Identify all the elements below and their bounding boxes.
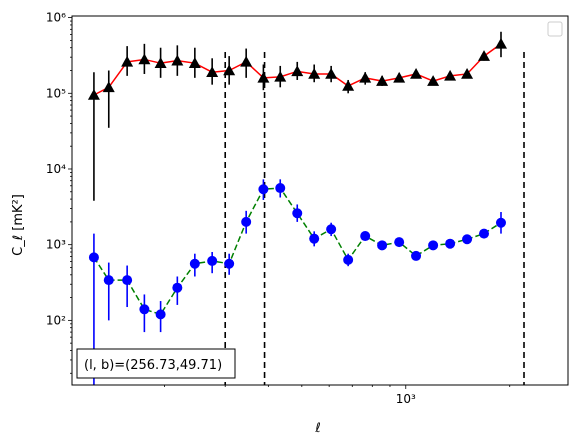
data-point	[241, 216, 252, 227]
data-point	[376, 75, 389, 86]
data-point	[326, 224, 337, 235]
data-point	[478, 50, 491, 61]
data-point	[325, 67, 338, 79]
data-point	[274, 70, 287, 82]
data-point	[309, 233, 320, 244]
vertical-reference-lines	[224, 52, 525, 385]
data-point	[257, 71, 270, 83]
plot-frame	[71, 15, 569, 386]
data-point	[360, 231, 371, 242]
y-tick-label: 10³	[46, 238, 66, 252]
data-point	[428, 240, 439, 251]
data-point	[258, 184, 269, 195]
data-point	[411, 250, 422, 261]
data-point	[207, 255, 218, 266]
data-point	[445, 238, 456, 249]
series-0	[87, 31, 507, 201]
y-tick-label: 10⁴	[46, 162, 66, 176]
data-point	[172, 282, 183, 293]
data-point	[188, 57, 201, 68]
data-point	[103, 275, 114, 286]
x-axis-label: ℓ	[314, 421, 320, 436]
series-1	[88, 179, 506, 385]
data-point	[223, 64, 236, 76]
y-tick-label: 10⁵	[46, 86, 66, 100]
data-point	[88, 252, 99, 263]
annotation-box: (l, b)=(256.73,49.71)	[76, 348, 236, 379]
data-point	[444, 69, 457, 81]
data-point	[189, 258, 200, 269]
y-tick-label: 10⁶	[46, 11, 66, 25]
plot-background	[72, 16, 568, 385]
x-axis-ticks: 10³	[164, 385, 511, 406]
y-axis-label: C_ℓ [mK²]	[11, 194, 26, 256]
data-point	[154, 57, 167, 68]
data-point	[495, 217, 506, 228]
x-tick-label: 10³	[396, 392, 416, 406]
data-point	[462, 234, 473, 245]
data-point	[461, 67, 474, 79]
data-point	[342, 79, 355, 91]
data-point	[206, 66, 219, 77]
data-point	[410, 67, 423, 79]
data-point	[359, 71, 372, 83]
data-point	[427, 75, 440, 86]
annotation-text: (l, b)=(256.73,49.71)	[84, 358, 222, 373]
data-point	[122, 275, 133, 286]
data-point	[394, 237, 405, 248]
data-point	[292, 208, 303, 219]
data-point	[171, 54, 184, 66]
data-point	[138, 53, 151, 65]
data-point	[308, 67, 321, 79]
data-point	[377, 240, 388, 251]
data-point	[275, 183, 286, 194]
data-point	[240, 55, 253, 67]
series-layer	[87, 31, 507, 385]
data-point	[87, 88, 100, 100]
legend-box	[547, 21, 563, 37]
data-point	[479, 228, 490, 239]
y-tick-label: 10²	[46, 313, 66, 327]
y-axis-ticks: 10² 10³ 10⁴ 10⁵ 10⁶	[46, 11, 72, 374]
data-point	[393, 71, 406, 83]
data-point	[139, 304, 150, 315]
data-point	[102, 81, 115, 93]
data-point	[343, 254, 354, 265]
data-point	[121, 55, 134, 67]
data-point	[494, 37, 507, 49]
data-point	[155, 309, 166, 320]
data-point	[224, 258, 235, 269]
data-point	[291, 65, 304, 77]
